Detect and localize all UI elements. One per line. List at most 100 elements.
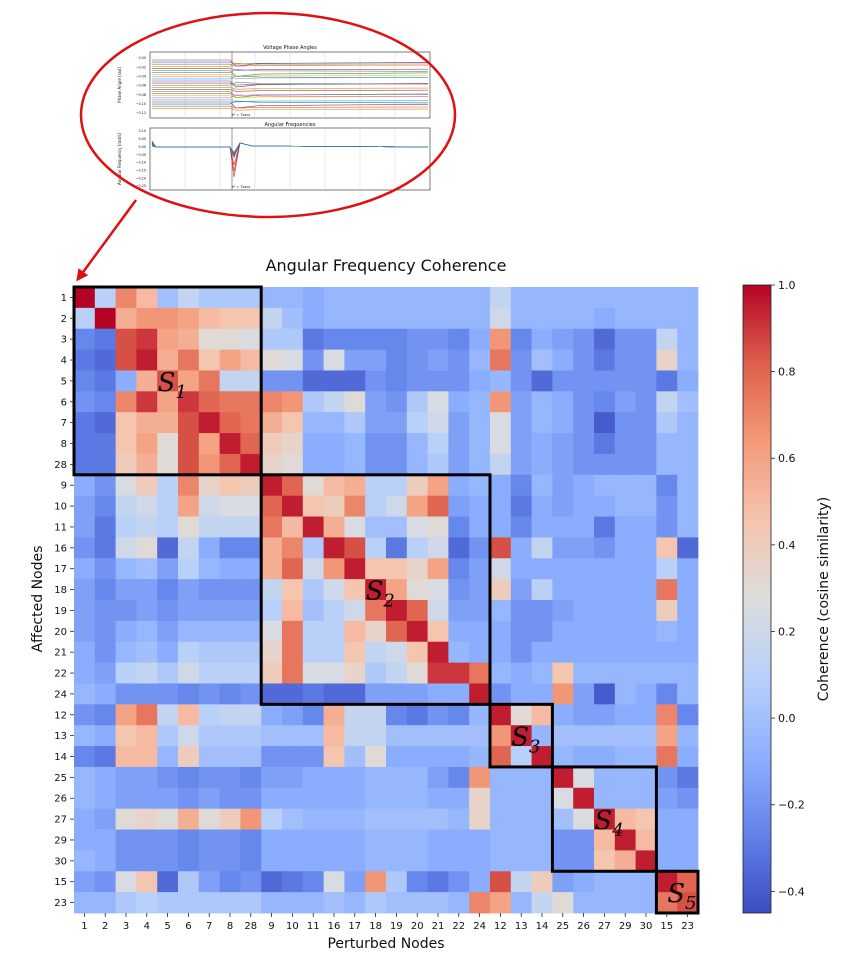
heatmap-cell (282, 453, 304, 476)
heatmap-cell (677, 516, 699, 538)
heatmap-cell (469, 558, 491, 580)
x-tick-label: 26 (577, 921, 590, 932)
heatmap-cell (594, 412, 616, 434)
heatmap-cell (386, 307, 408, 330)
heatmap-cell (94, 746, 116, 768)
heatmap-cell (115, 349, 137, 371)
y-tick-label: 21 (54, 648, 67, 659)
heatmap-cell (282, 746, 304, 768)
heatmap-cell (282, 850, 304, 872)
inset-series-line (152, 62, 429, 67)
heatmap-cell (344, 412, 366, 434)
heatmap-cell (136, 579, 158, 601)
heatmap-cell (614, 537, 636, 559)
heatmap-cell (552, 871, 574, 893)
heatmap-cell (74, 683, 96, 705)
heatmap-cell (614, 516, 636, 538)
heatmap-cell (573, 892, 595, 914)
heatmap-cell (198, 412, 220, 434)
heatmap-cell (656, 453, 678, 476)
heatmap-cell (219, 412, 241, 434)
inset-highlight-ellipse (79, 11, 457, 219)
heatmap-cell (178, 287, 200, 309)
heatmap-cell (240, 474, 262, 497)
heatmap-cell (386, 850, 408, 872)
heatmap-cell (219, 662, 241, 684)
heatmap-cell (386, 746, 408, 768)
heatmap-cell (344, 892, 366, 914)
heatmap-cell (490, 766, 512, 789)
heatmap-cell (302, 307, 324, 330)
heatmap-cell (344, 808, 366, 830)
inset-ytick-label: −0.10 (136, 161, 146, 165)
heatmap-cell (469, 537, 491, 559)
heatmap-cell (635, 495, 657, 517)
heatmap-cell (469, 328, 491, 350)
x-tick-label: 9 (268, 921, 274, 932)
heatmap-cell (178, 704, 200, 726)
heatmap-cell (531, 516, 553, 538)
heatmap-cell (386, 287, 408, 309)
heatmap-cell (94, 829, 116, 851)
heatmap-cell (573, 704, 595, 726)
y-tick-label: 18 (54, 585, 67, 596)
heatmap-cell (323, 662, 345, 684)
heatmap-cell (573, 433, 595, 455)
heatmap-cell (157, 641, 179, 663)
y-tick-label: 28 (54, 460, 67, 471)
y-tick-label: 22 (54, 669, 67, 680)
heatmap-cell (531, 537, 553, 559)
heatmap-cell (240, 808, 262, 830)
heatmap-cell (490, 328, 512, 350)
heatmap-cell (677, 662, 699, 684)
heatmap-cell (427, 808, 449, 830)
heatmap-cell (614, 683, 636, 705)
heatmap-cell (282, 620, 304, 643)
heatmap-cell (552, 391, 574, 413)
heatmap-cell (594, 704, 616, 726)
heatmap-cell (74, 829, 96, 851)
heatmap-cell (323, 620, 345, 643)
heatmap-cell (614, 412, 636, 434)
heatmap-cell (344, 537, 366, 559)
heatmap-cell (635, 453, 657, 476)
heatmap-cell (427, 683, 449, 705)
heatmap-cell (365, 391, 387, 413)
heatmap-cell (594, 683, 616, 705)
heatmap-cell (614, 579, 636, 601)
heatmap-cell (406, 328, 428, 350)
heatmap-cell (490, 725, 512, 747)
cluster-box (654, 869, 700, 915)
x-tick-label: 19 (390, 921, 403, 932)
heatmap-cell (198, 620, 220, 643)
heatmap-cell (677, 704, 699, 726)
cluster-label-subscript: 3 (529, 737, 540, 758)
x-tick-label: 29 (619, 921, 632, 932)
heatmap-cell (365, 683, 387, 705)
heatmap-cell (531, 433, 553, 455)
heatmap-cell (302, 662, 324, 684)
heatmap-cell (469, 787, 491, 810)
colorbar-tick-label: 1.0 (778, 279, 796, 292)
heatmap-cell (136, 725, 158, 747)
heatmap-cell (178, 892, 200, 914)
heatmap-cell (531, 370, 553, 392)
heatmap-cell (240, 871, 262, 893)
y-tick-label: 3 (61, 335, 67, 346)
heatmap-cell (406, 683, 428, 705)
heatmap-cell (136, 641, 158, 663)
heatmap-cell (115, 433, 137, 455)
heatmap-cell (594, 558, 616, 580)
heatmap-cell (614, 328, 636, 350)
heatmap-cell (94, 307, 116, 330)
heatmap-cell (594, 766, 616, 789)
heatmap-cell (656, 349, 678, 371)
y-tick-label: 27 (54, 815, 67, 826)
heatmap-cell (157, 725, 179, 747)
heatmap-cell (614, 892, 636, 914)
heatmap-cell (302, 537, 324, 559)
inset-series-line (152, 68, 429, 71)
heatmap-cell (490, 892, 512, 914)
heatmap-cell (94, 287, 116, 309)
heatmap-cell (386, 892, 408, 914)
